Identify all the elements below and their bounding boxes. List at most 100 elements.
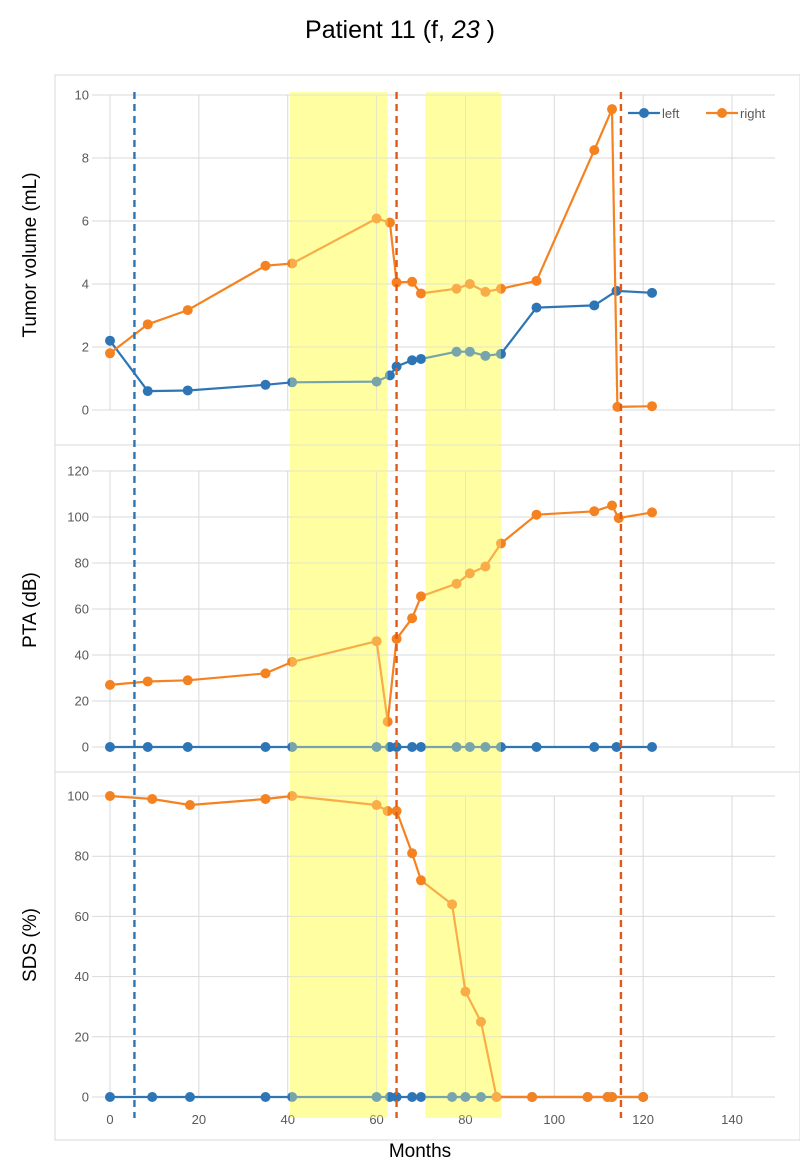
data-point-right: [371, 636, 382, 647]
y-tick-label: 10: [75, 88, 89, 103]
y-tick-label: 40: [75, 648, 89, 663]
data-point-right: [391, 806, 402, 817]
y-tick-label: 20: [75, 694, 89, 709]
legend: left right: [628, 106, 766, 121]
data-point-left: [611, 285, 622, 296]
y-axis-label-sds: SDS (%): [20, 908, 41, 982]
data-point-right: [527, 1092, 538, 1102]
data-point-left: [495, 742, 506, 752]
data-point-right: [495, 538, 506, 549]
y-tick-label: 2: [82, 340, 89, 355]
data-point-right: [371, 213, 382, 224]
legend-label-left: left: [662, 106, 680, 121]
panel-0: 0 2 4 6 8 10: [54, 74, 800, 446]
title-suffix: ): [479, 16, 495, 44]
data-point-left: [407, 355, 418, 366]
data-point-left: [182, 385, 193, 396]
series-left-panel-0: [105, 285, 658, 397]
y-tick-label: 20: [75, 1029, 89, 1044]
y-tick-label: 60: [75, 602, 89, 617]
panel-2: 0 20 40 60 80 100: [54, 771, 800, 1141]
data-point-left: [611, 742, 622, 752]
data-point-right: [391, 277, 402, 288]
data-point-left: [495, 348, 506, 359]
data-point-right: [480, 286, 491, 297]
data-point-right: [464, 279, 475, 289]
x-tick-label: 100: [543, 1112, 565, 1127]
data-point-left: [260, 742, 271, 752]
data-point-left: [371, 376, 382, 387]
title-age: 23: [451, 16, 480, 44]
y-tick-label: 80: [75, 849, 89, 864]
data-point-right: [260, 260, 271, 271]
data-point-right: [647, 401, 658, 412]
data-point-right: [607, 104, 618, 115]
data-point-right: [447, 899, 458, 910]
legend-marker-right: [717, 108, 727, 118]
data-point-left: [287, 1092, 298, 1102]
x-tick-label: 20: [192, 1112, 206, 1127]
y-tick-label: 100: [67, 510, 89, 525]
data-point-left: [447, 1092, 458, 1102]
title-prefix: Patient 11 (f,: [305, 16, 452, 44]
data-point-left: [531, 742, 542, 752]
data-point-right: [182, 675, 193, 686]
x-tick-label: 120: [632, 1112, 654, 1127]
x-tick-label: 40: [280, 1112, 294, 1127]
panel-1: 0 20 40 60 80 100 120: [54, 444, 800, 773]
data-point-right: [184, 800, 195, 811]
highlight-band: [289, 92, 388, 1118]
data-point-left: [287, 742, 298, 752]
data-point-left: [480, 350, 491, 361]
y-tick-label: 6: [82, 214, 89, 229]
x-axis-label: Months: [389, 1141, 451, 1162]
highlight-band-overlay: [289, 92, 388, 1118]
data-point-right: [480, 561, 491, 572]
data-point-right: [105, 679, 115, 690]
data-point-right: [260, 794, 271, 805]
data-point-right: [416, 875, 426, 886]
y-tick-label: 80: [75, 556, 89, 571]
series-right-panel-1: [105, 500, 658, 727]
data-point-left: [531, 302, 542, 313]
legend-marker-left: [639, 108, 649, 118]
data-point-left: [416, 1092, 426, 1102]
series-right-panel-2: [105, 791, 649, 1102]
data-point-left: [589, 742, 600, 752]
y-tick-label: 0: [82, 403, 89, 418]
data-point-right: [607, 1092, 618, 1102]
data-point-right: [531, 275, 542, 286]
series-right-panel-0: [105, 104, 658, 412]
data-point-right: [460, 986, 471, 997]
data-point-right: [416, 288, 426, 299]
data-point-right: [647, 507, 658, 518]
data-point-right: [475, 1016, 486, 1027]
data-point-left: [147, 1092, 158, 1102]
data-point-left: [371, 1092, 382, 1102]
data-point-left: [105, 742, 115, 752]
data-point-left: [287, 377, 298, 388]
data-point-right: [147, 794, 158, 805]
data-point-right: [638, 1092, 649, 1102]
data-point-left: [475, 1092, 486, 1102]
data-point-right: [407, 613, 418, 624]
data-point-left: [480, 742, 491, 752]
data-point-right: [407, 848, 418, 859]
data-point-right: [287, 656, 298, 667]
data-point-right: [495, 283, 506, 294]
data-point-right: [105, 348, 115, 359]
data-point-right: [287, 258, 298, 269]
highlight-bands: [289, 92, 501, 1118]
data-point-left: [647, 287, 658, 298]
data-point-right: [464, 568, 475, 579]
data-point-left: [464, 742, 475, 752]
data-point-left: [371, 742, 382, 752]
data-point-left: [260, 379, 271, 390]
data-point-right: [491, 1092, 502, 1102]
data-point-left: [589, 300, 600, 311]
data-point-left: [391, 361, 402, 372]
data-point-right: [531, 509, 542, 520]
panel-frame: [54, 771, 800, 1141]
data-point-right: [451, 283, 462, 294]
